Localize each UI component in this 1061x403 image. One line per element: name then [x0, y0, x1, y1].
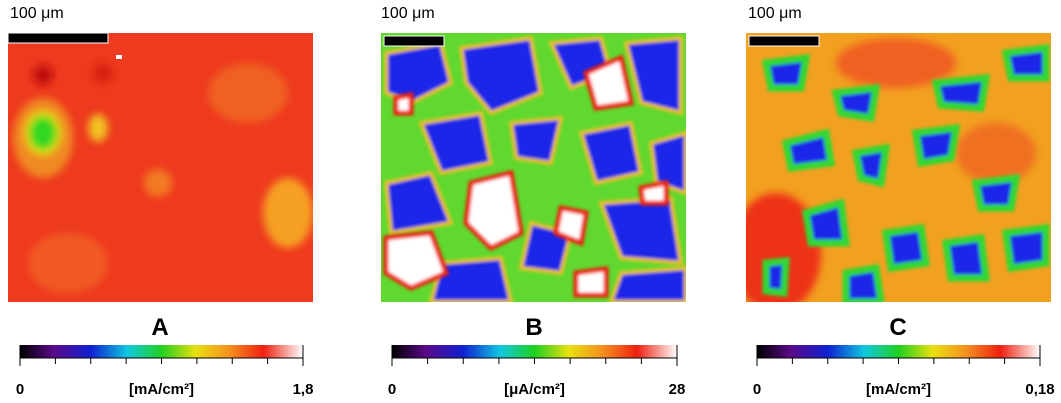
map-image	[746, 33, 1051, 302]
panel-c	[746, 33, 1051, 302]
colorbar-min: 0	[16, 381, 24, 398]
colorbar-min: 0	[753, 381, 761, 398]
panel-a	[7, 32, 313, 302]
panel-label: A	[151, 314, 168, 341]
colorbar	[757, 345, 1040, 358]
colorbar-unit: [mA/cm²]	[866, 381, 931, 398]
scale-bar-label: 100 μm	[10, 5, 64, 22]
colorbar-unit: [mA/cm²]	[129, 381, 194, 398]
colorbar-max: 28	[669, 381, 686, 398]
colorbar-max: 0,18	[1025, 381, 1054, 398]
colorbar-unit: [μA/cm²]	[504, 381, 565, 398]
map-image	[8, 33, 313, 302]
map-image	[381, 33, 686, 302]
colorbar-max: 1,8	[293, 381, 314, 398]
colorbar	[20, 345, 303, 358]
scale-bar-label: 100 μm	[381, 5, 435, 22]
panel-label: C	[889, 314, 906, 341]
panel-b	[381, 33, 686, 302]
colorbar	[392, 345, 677, 358]
panel-label: B	[525, 314, 542, 341]
colorbar-min: 0	[388, 381, 396, 398]
colorbars: 0 [mA/cm²] 1,8 0 [μA/cm²] 28 0 [mA/cm²] 0,18	[16, 345, 1055, 398]
scale-bar-label: 100 μm	[748, 5, 802, 22]
